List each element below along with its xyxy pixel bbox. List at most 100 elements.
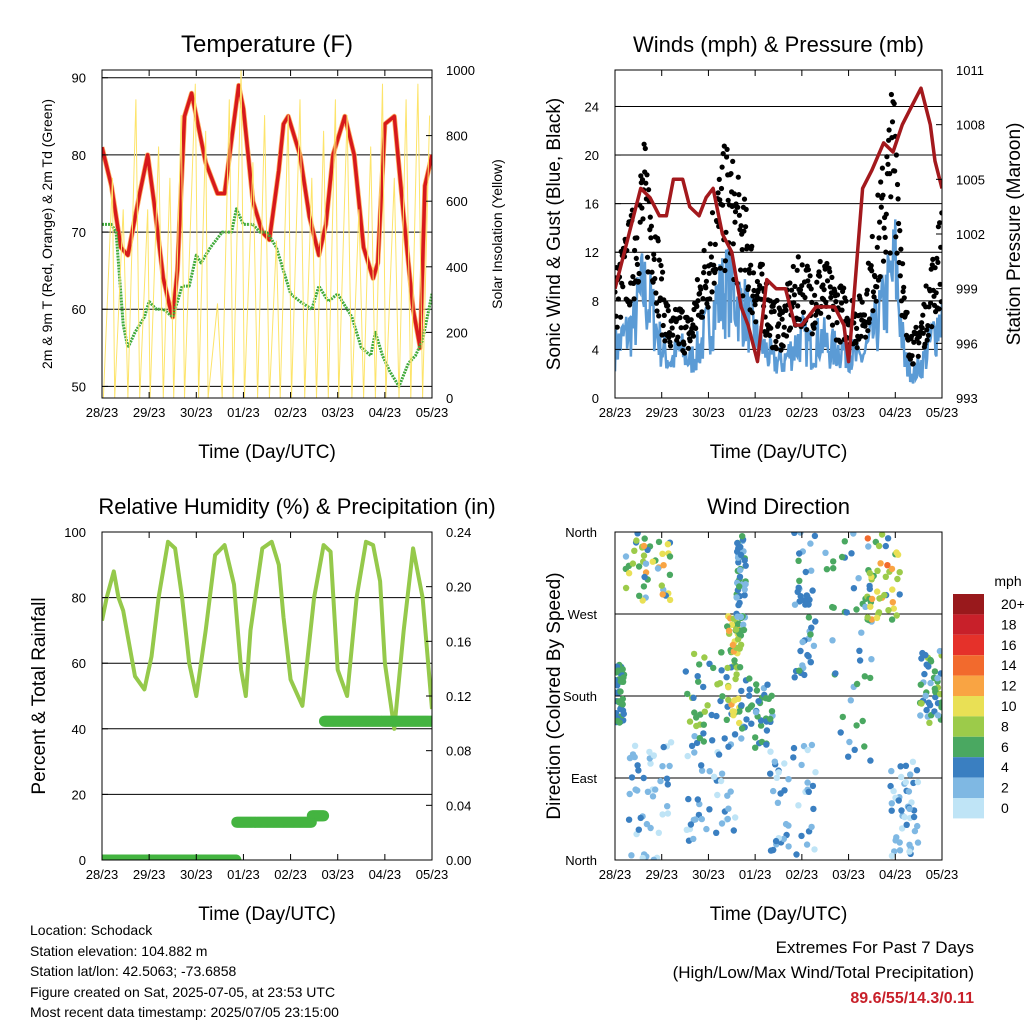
direction-point bbox=[808, 624, 815, 631]
direction-point bbox=[700, 683, 707, 691]
direction-point bbox=[620, 710, 627, 718]
direction-point bbox=[691, 709, 698, 716]
direction-point bbox=[898, 825, 906, 832]
gust-point bbox=[724, 154, 730, 160]
direction-point bbox=[690, 650, 698, 658]
direction-point bbox=[896, 847, 904, 854]
direction-point bbox=[748, 720, 755, 727]
gust-point bbox=[787, 280, 793, 286]
direction-point bbox=[804, 779, 811, 786]
direction-point bbox=[867, 603, 874, 610]
direction-point bbox=[659, 811, 666, 818]
direction-point bbox=[902, 779, 909, 786]
y-tick-label: 4 bbox=[592, 342, 599, 357]
direction-point bbox=[710, 773, 718, 780]
gust-point bbox=[791, 292, 798, 298]
created-text: Figure created on Sat, 2025-07-05, at 23… bbox=[30, 983, 336, 1000]
colorbar-tick-label: 20+ bbox=[1001, 596, 1024, 612]
y2-tick-label: 1000 bbox=[446, 63, 475, 78]
gust-point bbox=[817, 258, 823, 265]
direction-point bbox=[706, 806, 713, 813]
extremes-box: Extremes For Past 7 Days (High/Low/Max W… bbox=[673, 935, 974, 1012]
gust-point bbox=[697, 290, 703, 297]
gust-point bbox=[881, 225, 887, 231]
direction-point bbox=[790, 744, 798, 752]
gust-point bbox=[935, 259, 941, 265]
direction-point bbox=[785, 843, 792, 850]
y-tick-label: 24 bbox=[585, 99, 599, 114]
direction-point bbox=[918, 700, 925, 707]
gust-point bbox=[838, 300, 845, 306]
y-tick-label: 8 bbox=[592, 294, 599, 309]
gust-point bbox=[880, 258, 887, 264]
gust-point bbox=[633, 255, 639, 261]
direction-point bbox=[858, 629, 865, 636]
direction-point bbox=[864, 535, 871, 542]
direction-point bbox=[888, 616, 896, 623]
x-tick-label: 04/23 bbox=[369, 405, 402, 420]
direction-point bbox=[641, 573, 648, 581]
y2-tick-label: 0 bbox=[446, 391, 453, 406]
direction-point bbox=[894, 551, 902, 558]
direction-point bbox=[745, 692, 753, 699]
gust-point bbox=[790, 263, 796, 270]
x-tick-label: 03/23 bbox=[321, 405, 354, 420]
y-tick-label: 70 bbox=[72, 225, 86, 240]
direction-point bbox=[853, 606, 860, 613]
direction-point bbox=[664, 803, 671, 810]
direction-point bbox=[767, 770, 774, 777]
gust-point bbox=[675, 334, 681, 340]
direction-point bbox=[773, 774, 780, 781]
direction-point bbox=[927, 679, 934, 687]
direction-point bbox=[635, 826, 642, 833]
gust-point bbox=[818, 310, 824, 316]
gust-point bbox=[665, 303, 671, 309]
direction-point bbox=[884, 562, 891, 569]
direction-point bbox=[738, 687, 745, 695]
direction-point bbox=[640, 552, 648, 559]
gust-point bbox=[897, 273, 903, 279]
direction-point bbox=[808, 823, 815, 831]
direction-point bbox=[646, 748, 653, 756]
direction-point bbox=[913, 767, 921, 774]
direction-point bbox=[719, 693, 726, 700]
y-axis-label: Sonic Wind & Gust (Blue, Black) bbox=[544, 98, 565, 370]
gust-point bbox=[933, 290, 939, 296]
gust-point bbox=[681, 350, 688, 356]
gust-point bbox=[679, 308, 685, 314]
gust-point bbox=[787, 325, 794, 331]
direction-point bbox=[796, 550, 803, 557]
direction-point bbox=[893, 834, 900, 841]
direction-point bbox=[845, 753, 852, 760]
gust-point bbox=[833, 299, 839, 305]
direction-point bbox=[655, 829, 662, 836]
gust-point bbox=[874, 284, 880, 290]
direction-point bbox=[725, 684, 732, 691]
direction-point bbox=[830, 565, 837, 572]
gust-point bbox=[730, 158, 736, 164]
gust-point bbox=[929, 324, 935, 330]
direction-point bbox=[917, 712, 924, 719]
gust-point bbox=[642, 145, 648, 152]
gust-point bbox=[681, 341, 687, 347]
gust-point bbox=[932, 265, 938, 271]
direction-point bbox=[636, 592, 643, 599]
gust-point bbox=[783, 307, 789, 313]
gust-point bbox=[797, 287, 804, 293]
direction-point bbox=[690, 694, 697, 701]
direction-point bbox=[805, 601, 812, 608]
direction-point bbox=[810, 805, 817, 813]
direction-point bbox=[785, 776, 792, 783]
direction-point bbox=[861, 743, 868, 750]
gust-point bbox=[779, 316, 785, 322]
direction-point bbox=[797, 647, 804, 655]
direction-point bbox=[664, 810, 672, 817]
gust-point bbox=[725, 197, 731, 203]
direction-point bbox=[714, 681, 721, 688]
direction-point bbox=[738, 735, 745, 742]
colorbar-tick-label: 4 bbox=[1001, 759, 1009, 775]
direction-point bbox=[896, 591, 903, 598]
colorbar-swatch bbox=[953, 696, 984, 717]
gust-point bbox=[885, 161, 891, 167]
gust-point bbox=[829, 274, 835, 280]
